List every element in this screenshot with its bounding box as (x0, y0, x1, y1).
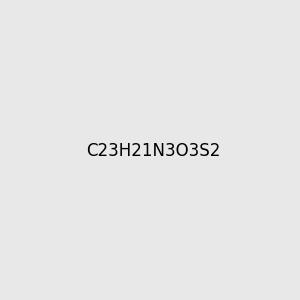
Text: C23H21N3O3S2: C23H21N3O3S2 (87, 142, 221, 160)
